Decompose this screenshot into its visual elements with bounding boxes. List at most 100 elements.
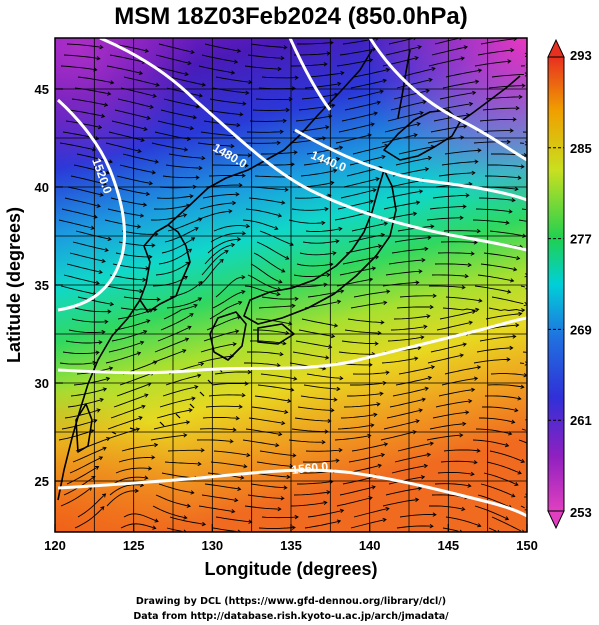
streamline-arrow bbox=[514, 186, 519, 192]
streamline-arrow bbox=[330, 333, 336, 339]
streamline bbox=[60, 285, 97, 295]
streamline bbox=[204, 483, 241, 490]
streamline-arrow bbox=[339, 508, 345, 514]
streamline bbox=[244, 505, 281, 510]
streamline bbox=[214, 371, 251, 375]
streamline bbox=[305, 228, 342, 232]
streamline-arrow bbox=[275, 442, 280, 448]
streamline bbox=[74, 307, 111, 313]
streamline-arrow bbox=[241, 173, 246, 178]
streamline-arrow bbox=[417, 45, 422, 50]
colorbar-bottom-arrow bbox=[547, 510, 565, 530]
streamline bbox=[108, 341, 144, 353]
streamline-arrow bbox=[141, 404, 146, 409]
map-plot-area: 1440.0 1480.0 1520.0 1560.0 bbox=[55, 38, 536, 532]
streamline-arrow bbox=[504, 442, 510, 448]
streamline bbox=[257, 384, 294, 391]
streamline bbox=[209, 301, 242, 320]
streamline bbox=[338, 123, 375, 133]
colorbar-tick-label: 269 bbox=[570, 322, 592, 337]
streamline-arrow bbox=[187, 325, 192, 330]
streamline bbox=[342, 256, 379, 265]
streamline bbox=[199, 202, 236, 210]
streamline-arrow bbox=[182, 213, 188, 218]
streamline-arrow bbox=[102, 181, 107, 186]
streamline bbox=[110, 405, 146, 419]
streamline-arrow bbox=[137, 148, 142, 154]
streamline bbox=[250, 483, 287, 489]
streamline bbox=[350, 301, 387, 309]
streamline-arrow bbox=[276, 363, 281, 368]
streamline-arrow bbox=[514, 481, 519, 486]
streamline bbox=[255, 98, 293, 101]
contour-1480 bbox=[194, 98, 527, 252]
streamline-arrow bbox=[459, 38, 463, 41]
contour-label-1560: 1560.0 bbox=[291, 459, 329, 477]
streamline-arrow bbox=[328, 114, 333, 119]
streamline-arrow bbox=[104, 319, 109, 324]
streamline-arrow bbox=[101, 258, 106, 264]
streamline-arrow bbox=[470, 471, 475, 477]
streamline-arrow bbox=[373, 111, 378, 116]
streamline-arrow bbox=[380, 320, 385, 325]
streamline bbox=[258, 526, 296, 529]
streamline-arrow bbox=[506, 357, 511, 362]
streamline-arrow bbox=[528, 263, 531, 267]
colorbar-top-arrow bbox=[547, 38, 565, 58]
streamline-arrow bbox=[142, 202, 148, 207]
streamline bbox=[113, 186, 150, 195]
streamline bbox=[214, 153, 252, 156]
streamline bbox=[399, 514, 436, 518]
streamline bbox=[426, 434, 463, 441]
streamline-arrow bbox=[521, 83, 526, 88]
streamline bbox=[123, 513, 159, 523]
streamline bbox=[350, 79, 387, 89]
streamline-arrow bbox=[274, 225, 279, 231]
streamline-arrow bbox=[190, 49, 195, 55]
streamline-arrow bbox=[332, 251, 337, 256]
streamline-arrow bbox=[230, 70, 236, 75]
streamline bbox=[114, 319, 150, 331]
streamline-arrow bbox=[231, 509, 236, 514]
streamline-arrow bbox=[100, 113, 106, 119]
streamline bbox=[305, 449, 342, 452]
streamline-arrow bbox=[236, 122, 241, 128]
streamline-arrow bbox=[190, 237, 196, 242]
height-contours bbox=[56, 38, 527, 518]
streamline-arrow bbox=[383, 442, 389, 447]
streamline bbox=[438, 389, 475, 397]
streamline-arrow bbox=[241, 289, 246, 295]
streamline bbox=[388, 476, 425, 485]
streamline bbox=[341, 112, 378, 122]
streamline-arrow bbox=[244, 381, 249, 386]
streamline-arrow bbox=[328, 344, 333, 349]
streamline bbox=[353, 290, 390, 298]
streamline-arrow bbox=[533, 97, 536, 101]
streamline-arrow bbox=[379, 89, 384, 94]
streamline bbox=[398, 366, 435, 375]
streamline-arrow bbox=[197, 373, 202, 378]
streamline-arrow bbox=[386, 289, 391, 294]
streamline-arrow bbox=[372, 188, 377, 193]
streamline bbox=[246, 351, 283, 355]
streamline-arrow bbox=[108, 366, 114, 371]
streamline-arrow bbox=[185, 420, 191, 425]
streamline-arrow bbox=[524, 141, 527, 146]
streamline-arrow bbox=[224, 249, 229, 254]
streamline bbox=[257, 163, 295, 166]
streamline bbox=[261, 76, 299, 79]
streamline bbox=[394, 453, 431, 463]
streamline-arrow bbox=[293, 150, 298, 155]
streamline-arrow bbox=[326, 272, 331, 278]
streamline-arrow bbox=[528, 131, 531, 135]
streamline-arrow bbox=[241, 275, 246, 280]
streamline-arrow bbox=[247, 369, 252, 375]
streamline-arrow bbox=[468, 320, 473, 325]
streamline bbox=[256, 241, 289, 260]
streamline bbox=[437, 472, 474, 475]
y-tick-label: 40 bbox=[35, 180, 49, 195]
streamline-arrow bbox=[292, 453, 297, 458]
streamline bbox=[107, 208, 144, 217]
streamline-arrow bbox=[432, 293, 437, 298]
streamline bbox=[258, 305, 295, 309]
